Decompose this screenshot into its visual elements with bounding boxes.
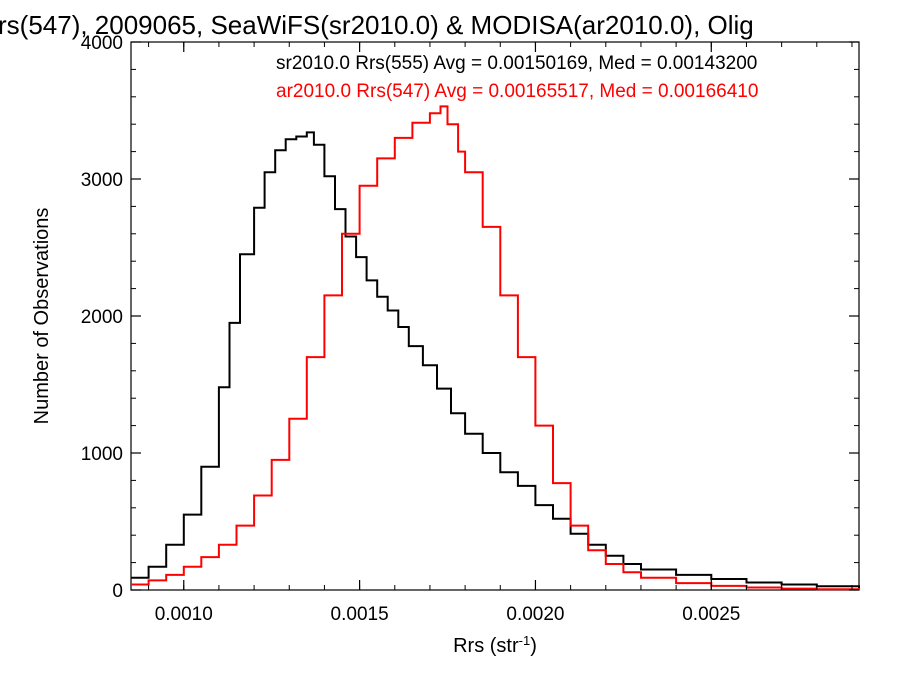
y-tick-label: 0 <box>112 581 123 602</box>
x-axis-label-text: Rrs (str <box>453 635 519 657</box>
x-axis-label-superscript: -1 <box>519 633 531 648</box>
legend: sr2010.0 Rrs(555) Avg = 0.00150169, Med … <box>276 53 758 102</box>
series-line-sr2010 <box>131 131 860 588</box>
legend-entry-sr2010: sr2010.0 Rrs(555) Avg = 0.00150169, Med … <box>276 53 757 74</box>
x-tick-label: 0.0010 <box>155 604 213 625</box>
y-tick-label: 1000 <box>81 444 123 465</box>
y-tick-label: 3000 <box>81 170 123 191</box>
x-axis-label-close: ) <box>530 635 537 657</box>
series-layer <box>131 105 860 591</box>
legend-entry-ar2010: ar2010.0 Rrs(547) Avg = 0.00165517, Med … <box>276 81 758 102</box>
x-axis-ticks: 0.0010 0.0015 0.0020 0.0025 <box>148 42 853 625</box>
y-axis-ticks: 0 1000 2000 3000 4000 <box>81 33 859 602</box>
plot-area: 0.0010 0.0015 0.0020 0.0025 0 1000 2000 3000 40… <box>81 33 860 625</box>
x-tick-label: 0.0025 <box>682 604 740 625</box>
y-tick-label: 2000 <box>81 307 123 328</box>
y-tick-label: 4000 <box>81 33 123 54</box>
series-line-ar2010 <box>131 105 860 591</box>
x-tick-label: 0.0020 <box>506 604 564 625</box>
x-tick-label: 0.0015 <box>331 604 389 625</box>
chart-title: rs(547), 2009065, SeaWiFS(sr2010.0) & MO… <box>0 10 754 40</box>
x-axis-label: Rrs (str-1) <box>453 633 537 657</box>
y-axis-label: Number of Observations <box>31 208 53 425</box>
